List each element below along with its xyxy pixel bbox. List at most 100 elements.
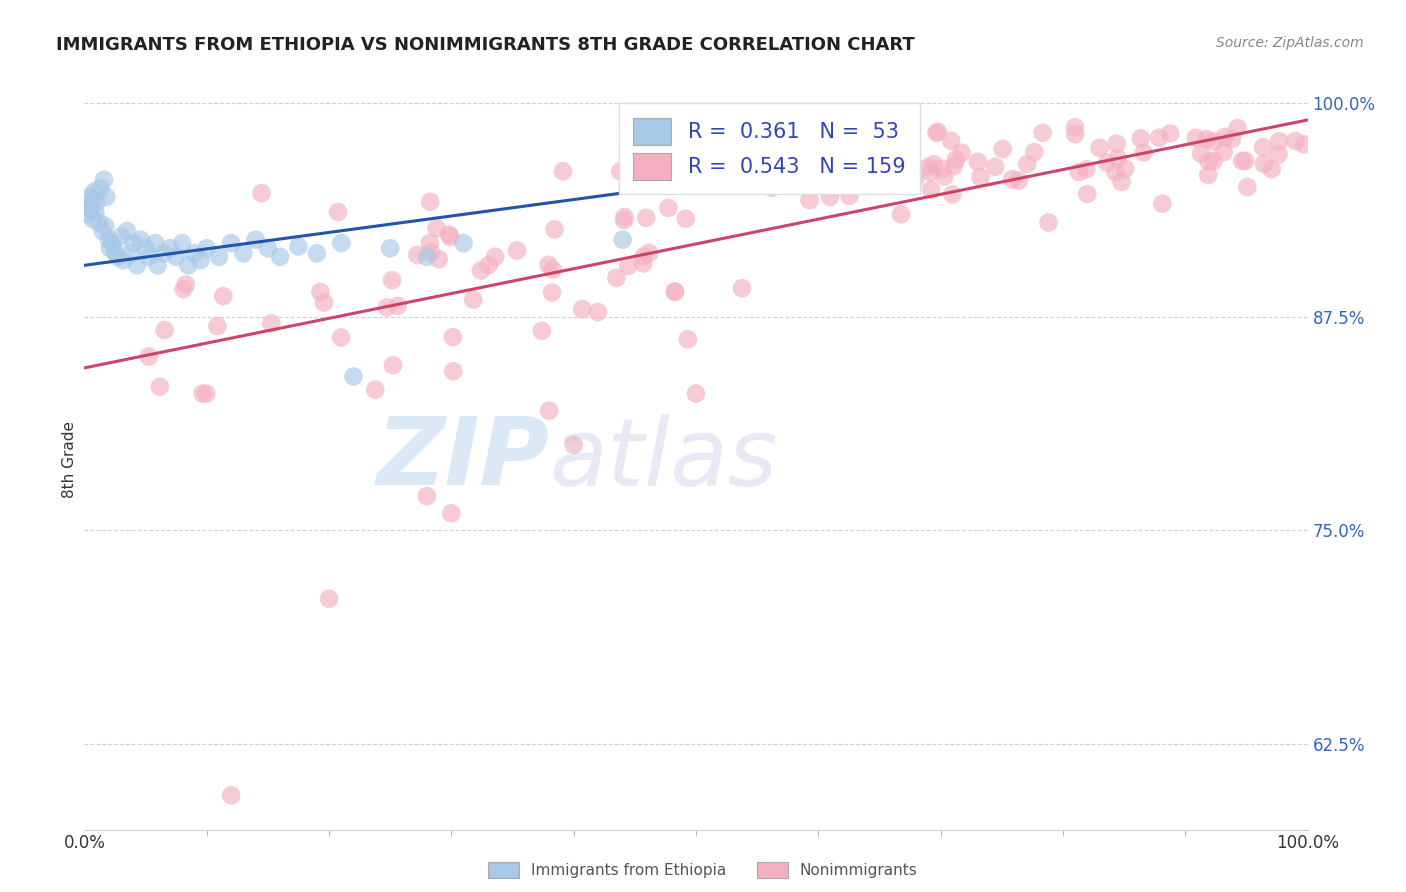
Point xyxy=(1198,154,1220,169)
Point xyxy=(917,160,939,174)
Point xyxy=(612,233,634,247)
Point xyxy=(1017,157,1039,171)
Point xyxy=(846,161,869,175)
Point xyxy=(1202,135,1225,149)
Point xyxy=(890,207,912,221)
Point xyxy=(1230,153,1253,168)
Text: IMMIGRANTS FROM ETHIOPIA VS NONIMMIGRANTS 8TH GRADE CORRELATION CHART: IMMIGRANTS FROM ETHIOPIA VS NONIMMIGRANT… xyxy=(56,36,915,54)
Point xyxy=(541,262,564,277)
Point xyxy=(208,250,231,264)
Point xyxy=(76,198,98,212)
Point xyxy=(98,241,121,255)
Point xyxy=(82,212,104,227)
Point xyxy=(537,258,560,272)
Point xyxy=(675,211,697,226)
Point xyxy=(439,230,461,244)
Point xyxy=(1032,126,1054,140)
Point xyxy=(969,170,991,185)
Point xyxy=(463,293,485,307)
Point xyxy=(838,189,860,203)
Point xyxy=(470,263,492,277)
Point xyxy=(195,386,218,401)
Point xyxy=(143,236,166,251)
Point xyxy=(551,164,574,178)
Legend: R =  0.361   N =  53, R =  0.543   N = 159: R = 0.361 N = 53, R = 0.543 N = 159 xyxy=(619,103,920,194)
Point xyxy=(77,207,100,221)
Point xyxy=(927,125,949,139)
Point xyxy=(942,159,965,173)
Point xyxy=(780,164,803,178)
Point xyxy=(538,403,561,417)
Text: Source: ZipAtlas.com: Source: ZipAtlas.com xyxy=(1216,36,1364,50)
Point xyxy=(195,241,218,255)
Point xyxy=(105,250,128,264)
Point xyxy=(1234,153,1257,168)
Y-axis label: 8th Grade: 8th Grade xyxy=(62,421,77,498)
Point xyxy=(818,190,841,204)
Point xyxy=(1184,131,1206,145)
Point xyxy=(1213,129,1236,144)
Point xyxy=(1212,145,1234,160)
Point xyxy=(257,241,280,255)
Point xyxy=(173,282,195,296)
Point xyxy=(530,324,553,338)
Point xyxy=(97,233,120,247)
Point xyxy=(287,239,309,253)
Point xyxy=(387,299,409,313)
Point xyxy=(890,173,912,187)
Point xyxy=(79,202,101,216)
Point xyxy=(1111,175,1133,189)
Point xyxy=(94,219,117,233)
Point xyxy=(110,229,132,244)
Point xyxy=(120,246,142,260)
Point xyxy=(966,154,988,169)
Point xyxy=(1008,173,1031,187)
Point xyxy=(441,330,464,344)
Point xyxy=(93,173,115,187)
Point xyxy=(1129,131,1152,145)
Point xyxy=(811,143,834,157)
Point xyxy=(138,350,160,364)
Point xyxy=(441,364,464,378)
Point xyxy=(380,241,402,255)
Point xyxy=(1195,132,1218,146)
Point xyxy=(1076,186,1098,201)
Point xyxy=(149,379,172,393)
Point xyxy=(824,114,846,128)
Point xyxy=(613,213,636,227)
Point xyxy=(364,383,387,397)
Point xyxy=(219,236,242,251)
Point xyxy=(1251,140,1274,154)
Point xyxy=(484,250,506,264)
Point xyxy=(506,244,529,258)
Point xyxy=(633,250,655,264)
Point xyxy=(882,152,904,166)
Point xyxy=(617,259,640,273)
Point xyxy=(1267,147,1289,161)
Point xyxy=(330,236,353,251)
Point xyxy=(312,295,335,310)
Point xyxy=(731,281,754,295)
Point xyxy=(657,201,679,215)
Point xyxy=(859,158,882,172)
Point xyxy=(934,169,956,184)
Point xyxy=(419,245,441,260)
Point xyxy=(870,140,893,154)
Point xyxy=(890,169,912,184)
Point xyxy=(96,190,118,204)
Point xyxy=(1107,151,1129,165)
Point xyxy=(381,273,404,287)
Point xyxy=(212,289,235,303)
Point xyxy=(945,153,967,167)
Point xyxy=(172,236,194,251)
Point xyxy=(941,187,963,202)
Point xyxy=(872,133,894,147)
Point xyxy=(416,250,439,264)
Point xyxy=(1105,136,1128,151)
Point xyxy=(799,193,821,207)
Point xyxy=(1024,145,1046,159)
Point xyxy=(1114,161,1136,176)
Point xyxy=(761,181,783,195)
Point xyxy=(245,233,267,247)
Point xyxy=(86,195,108,210)
